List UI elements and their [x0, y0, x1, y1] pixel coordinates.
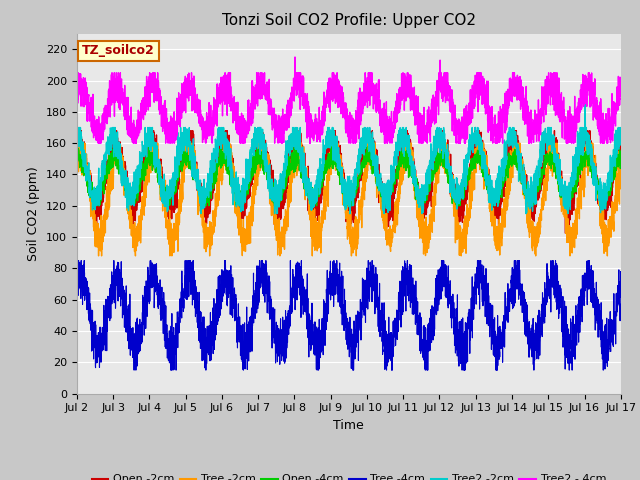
Open -4cm: [225, 166, 233, 172]
Open -2cm: [225, 144, 233, 149]
Line: Open -2cm: Open -2cm: [77, 131, 621, 233]
Tree -2cm: [189, 162, 197, 168]
Legend: Open -2cm, Tree -2cm, Open -4cm, Tree -4cm, Tree2 -2cm, Tree2 - 4cm: Open -2cm, Tree -2cm, Open -4cm, Tree -4…: [87, 470, 611, 480]
Tree2 -2cm: [581, 90, 589, 96]
Open -4cm: [190, 174, 198, 180]
Tree -4cm: [131, 367, 138, 373]
Tree2 -2cm: [197, 211, 205, 216]
Tree2 -2cm: [412, 179, 419, 184]
Tree2 -2cm: [617, 135, 625, 141]
Open -4cm: [566, 186, 573, 192]
Tree -2cm: [95, 253, 102, 259]
Line: Tree -2cm: Tree -2cm: [77, 143, 621, 256]
Tree -4cm: [617, 285, 625, 291]
Line: Tree -4cm: Tree -4cm: [77, 261, 621, 370]
Open -4cm: [412, 197, 419, 203]
Tree -4cm: [190, 279, 198, 285]
Open -2cm: [562, 230, 570, 236]
Tree -4cm: [225, 282, 233, 288]
Tree2 - 4cm: [225, 94, 233, 99]
Open -2cm: [617, 128, 625, 133]
Tree -4cm: [74, 258, 81, 264]
Tree2 -2cm: [225, 139, 233, 145]
Open -2cm: [617, 137, 625, 143]
Tree2 - 4cm: [617, 84, 625, 89]
Tree2 - 4cm: [291, 54, 299, 60]
Tree -4cm: [566, 338, 573, 344]
Tree2 -2cm: [73, 135, 81, 141]
Open -2cm: [73, 140, 81, 145]
Tree2 -2cm: [617, 131, 625, 137]
Title: Tonzi Soil CO2 Profile: Upper CO2: Tonzi Soil CO2 Profile: Upper CO2: [222, 13, 476, 28]
Open -4cm: [109, 144, 117, 149]
Tree2 -2cm: [189, 136, 197, 142]
Open -2cm: [566, 209, 573, 215]
Tree2 - 4cm: [617, 93, 625, 98]
Line: Tree2 - 4cm: Tree2 - 4cm: [77, 57, 621, 143]
Line: Tree2 -2cm: Tree2 -2cm: [77, 93, 621, 214]
Tree2 -2cm: [565, 180, 573, 185]
Tree -4cm: [412, 311, 419, 317]
Tree -4cm: [617, 269, 625, 275]
Tree2 - 4cm: [189, 88, 197, 94]
Tree2 - 4cm: [412, 108, 419, 113]
Open -4cm: [617, 151, 625, 156]
Tree -2cm: [617, 156, 625, 161]
Tree2 - 4cm: [73, 100, 81, 106]
Tree2 - 4cm: [402, 75, 410, 81]
Open -2cm: [412, 179, 419, 184]
Open -2cm: [74, 128, 81, 133]
X-axis label: Time: Time: [333, 419, 364, 432]
Tree -2cm: [225, 152, 233, 158]
Tree2 -2cm: [402, 144, 410, 149]
Tree -2cm: [402, 153, 410, 158]
Tree2 - 4cm: [95, 140, 102, 146]
Tree -2cm: [412, 194, 419, 200]
Tree2 - 4cm: [566, 139, 573, 145]
Tree -2cm: [73, 140, 81, 146]
Open -4cm: [95, 203, 102, 209]
Open -4cm: [73, 155, 81, 160]
Tree -4cm: [402, 265, 410, 271]
Tree -4cm: [73, 298, 81, 303]
Y-axis label: Soil CO2 (ppm): Soil CO2 (ppm): [28, 166, 40, 261]
Open -4cm: [402, 168, 410, 173]
Open -2cm: [402, 140, 410, 146]
Line: Open -4cm: Open -4cm: [77, 146, 621, 206]
Open -4cm: [617, 156, 625, 162]
Tree -2cm: [565, 228, 573, 234]
Open -2cm: [189, 131, 197, 137]
Text: TZ_soilco2: TZ_soilco2: [82, 44, 155, 58]
Tree -2cm: [617, 164, 625, 169]
